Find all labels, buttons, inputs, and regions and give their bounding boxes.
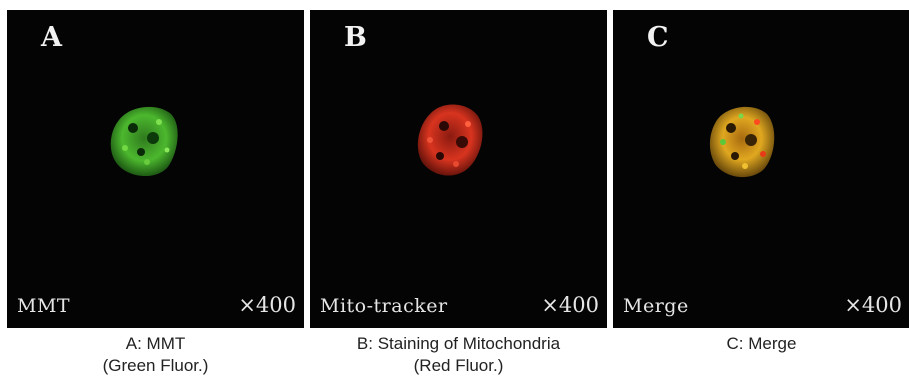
caption-c: C: Merge: [613, 333, 909, 355]
magnification-label: ×400: [541, 293, 599, 317]
panel-b: B Mito-tracker ×400: [310, 10, 607, 328]
caption-subtitle: (Red Fluor.): [413, 356, 504, 375]
panel-letter: B: [344, 22, 367, 53]
caption-b: B: Staining of Mitochondria (Red Fluor.): [310, 333, 607, 377]
caption-subtitle: (Green Fluor.): [102, 356, 209, 375]
panel-stain-label: Mito-tracker: [320, 295, 448, 317]
panel-a: A MMT ×400: [7, 10, 304, 328]
green-fluorescent-cell: [110, 106, 178, 177]
panel-stain-label: Merge: [623, 295, 689, 317]
caption-title: A: MMT: [125, 334, 186, 353]
caption-title: B: Staining of Mitochondria: [356, 334, 561, 353]
magnification-label: ×400: [238, 293, 296, 317]
red-fluorescent-cell: [417, 104, 483, 176]
caption-a: A: MMT (Green Fluor.): [7, 333, 304, 377]
merged-fluorescent-cell: [709, 106, 775, 178]
caption-title: C: Merge: [726, 334, 797, 353]
magnification-label: ×400: [844, 293, 902, 317]
panel-c: C Merge ×400: [613, 10, 909, 328]
panel-stain-label: MMT: [17, 295, 71, 317]
panel-letter: A: [41, 22, 62, 53]
panel-letter: C: [647, 22, 669, 53]
